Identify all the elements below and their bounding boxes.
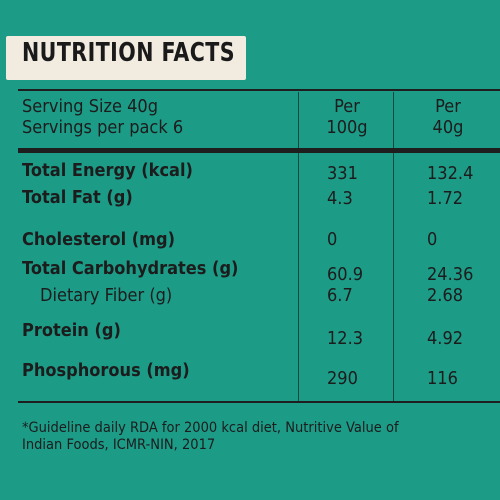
column-divider-2 [393, 92, 394, 148]
row-value-carbohydrates-100: 60.9 [327, 264, 364, 285]
column-divider-1 [298, 92, 299, 148]
servings-per-pack: Servings per pack 6 [22, 117, 184, 138]
row-value-phosphorous-100: 290 [327, 368, 358, 389]
row-value-protein-100: 12.3 [327, 328, 364, 349]
row-value-cholesterol-100: 0 [327, 229, 338, 250]
row-value-cholesterol-40: 0 [427, 229, 438, 250]
row-value-protein-40: 4.92 [427, 328, 464, 349]
footnote-line-1: *Guideline daily RDA for 2000 kcal diet,… [22, 420, 399, 436]
row-value-fat-100: 4.3 [327, 188, 353, 209]
col-per100-label-1: Per [334, 96, 360, 117]
page-title: NUTRITION FACTS [22, 38, 236, 68]
row-label-cholesterol: Cholesterol (mg) [22, 229, 176, 250]
row-label-phosphorous: Phosphorous (mg) [22, 360, 190, 381]
row-label-dietary-fiber: Dietary Fiber (g) [40, 285, 173, 306]
header-divider [18, 148, 500, 153]
row-label-fat: Total Fat (g) [22, 187, 133, 208]
row-value-phosphorous-40: 116 [427, 368, 458, 389]
row-value-energy-100: 331 [327, 163, 358, 184]
row-label-carbohydrates: Total Carbohydrates (g) [22, 258, 239, 279]
column-divider-1-body [298, 153, 299, 401]
row-value-fat-40: 1.72 [427, 188, 464, 209]
footnote: *Guideline daily RDA for 2000 kcal diet,… [22, 420, 445, 454]
row-label-energy: Total Energy (kcal) [22, 160, 193, 181]
row-value-dietary-fiber-40: 2.68 [427, 285, 464, 306]
column-divider-2-body [393, 153, 394, 401]
top-rule [18, 89, 500, 91]
col-per100-label-2: 100g [326, 117, 368, 138]
row-value-energy-40: 132.4 [427, 163, 474, 184]
row-value-dietary-fiber-100: 6.7 [327, 285, 353, 306]
bottom-rule [18, 401, 500, 403]
row-label-protein: Protein (g) [22, 320, 121, 341]
serving-size: Serving Size 40g [22, 96, 159, 117]
col-per40-label-2: 40g [432, 117, 464, 138]
title-badge [6, 36, 246, 80]
col-per40-label-1: Per [435, 96, 461, 117]
footnote-line-2: Indian Foods, ICMR-NIN, 2017 [22, 437, 216, 453]
row-value-carbohydrates-40: 24.36 [427, 264, 474, 285]
